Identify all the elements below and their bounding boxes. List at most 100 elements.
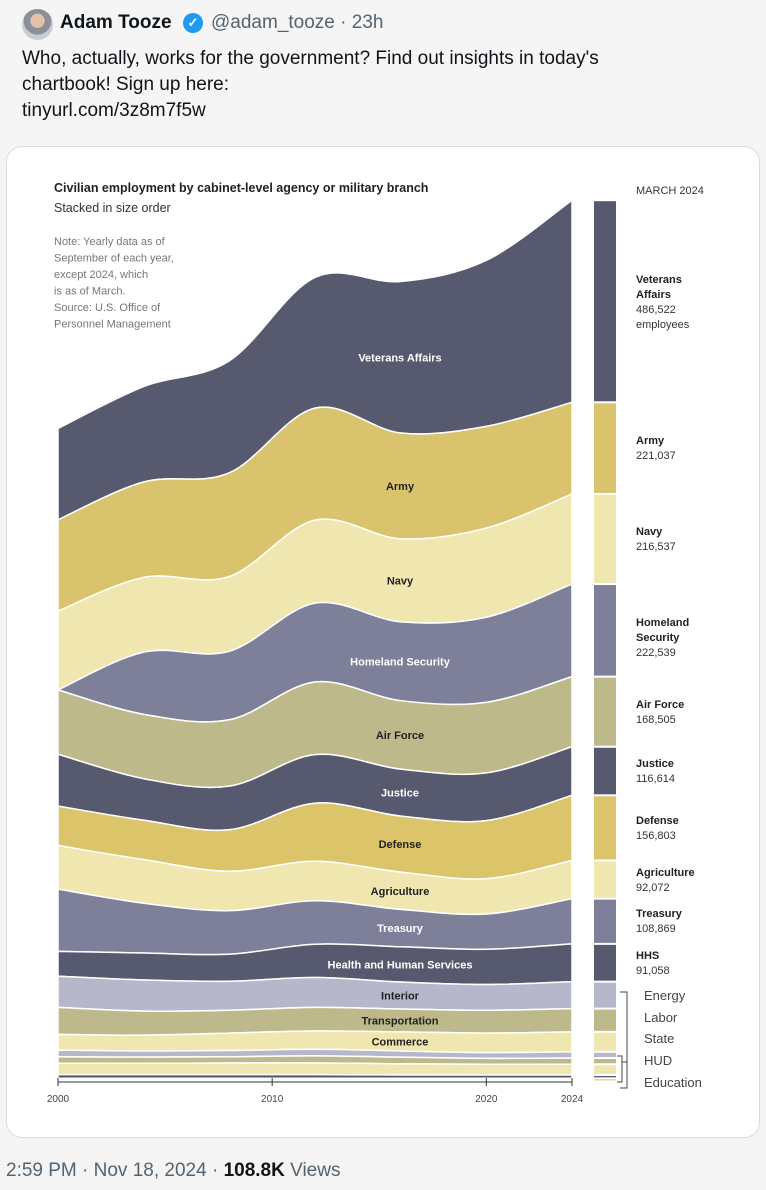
legend-bracket bbox=[617, 991, 628, 1089]
legend-swatch bbox=[594, 982, 616, 1008]
verified-badge-icon: ✓ bbox=[183, 13, 203, 33]
legend-entry: Defense 156,803 bbox=[636, 814, 679, 844]
band-label: Treasury bbox=[377, 923, 424, 935]
band-label: Air Force bbox=[376, 730, 424, 742]
legend-swatch bbox=[594, 796, 616, 860]
tweet-link[interactable]: tinyurl.com/3z8m7f5w bbox=[22, 100, 206, 121]
tweet-text: Who, actually, works for the government?… bbox=[22, 46, 742, 124]
author-name[interactable]: Adam Tooze bbox=[60, 12, 172, 33]
legend-entry: Veterans Affairs 486,522 employees bbox=[636, 273, 706, 333]
legend-legend: Justice bbox=[636, 758, 674, 771]
legend-swatch bbox=[594, 585, 616, 676]
legend-swatch bbox=[594, 1032, 616, 1051]
note-line: except 2024, which bbox=[54, 269, 148, 281]
tweet-header-area bbox=[0, 0, 766, 150]
legend-legend: Veterans Affairs bbox=[636, 274, 682, 302]
band-label: Commerce bbox=[372, 1036, 429, 1048]
legend-small-label: State bbox=[644, 1031, 675, 1046]
avatar[interactable] bbox=[22, 9, 53, 40]
legend-entry: HHS 91,058 bbox=[636, 949, 670, 979]
legend-legend: Agriculture bbox=[636, 866, 695, 879]
legend-march-2024: 486,522 bbox=[636, 304, 676, 317]
author-handle[interactable]: @adam_tooze · 23h bbox=[211, 12, 383, 34]
legend-swatch bbox=[594, 899, 616, 943]
note-line: Note: Yearly data as of bbox=[54, 236, 166, 248]
legend-small-label: Labor bbox=[644, 1010, 678, 1025]
tweet-line: chartbook! Sign up here: bbox=[22, 74, 230, 95]
note-line: Personnel Management bbox=[54, 319, 171, 331]
legend-entry: Justice 116,614 bbox=[636, 757, 675, 787]
band-label: Agriculture bbox=[371, 886, 430, 898]
legend-march-2024: 108,869 bbox=[636, 923, 676, 936]
band-label: Interior bbox=[381, 991, 420, 1003]
legend-march-2024: 221,037 bbox=[636, 450, 676, 463]
note-line: September of each year, bbox=[54, 253, 174, 265]
x-tick-label: 2000 bbox=[47, 1094, 70, 1105]
legend-header: MARCH 2024 bbox=[636, 185, 704, 197]
x-tick-label: 2024 bbox=[561, 1094, 584, 1105]
note-line: Source: U.S. Office of bbox=[54, 302, 161, 314]
chart-note: Note: Yearly data as of September of each… bbox=[54, 236, 174, 331]
legend-legend: Navy bbox=[636, 526, 663, 539]
legend-legend: Defense bbox=[636, 814, 679, 827]
legend-march-2024: 156,803 bbox=[636, 829, 676, 842]
legend-swatch bbox=[594, 1076, 616, 1078]
legend-swatch bbox=[594, 861, 616, 898]
legend-swatch bbox=[594, 747, 616, 795]
band-label: Health and Human Services bbox=[328, 959, 473, 971]
time-ago: · 23h bbox=[340, 12, 384, 33]
band-label: Transportation bbox=[361, 1015, 438, 1027]
handle-text: @adam_tooze bbox=[211, 12, 335, 33]
views-label: Views bbox=[290, 1160, 341, 1181]
legend-unit: employees bbox=[636, 319, 690, 332]
timestamp[interactable]: 2:59 PM · Nov 18, 2024 · bbox=[6, 1160, 219, 1181]
legend-entry: Air Force 168,505 bbox=[636, 698, 684, 728]
legend-march-2024: 116,614 bbox=[636, 773, 675, 786]
band-label: Homeland Security bbox=[350, 656, 451, 668]
legend-entry: Homeland Security 222,539 bbox=[636, 616, 706, 661]
legend-swatch bbox=[594, 1065, 616, 1075]
legend-swatch bbox=[594, 201, 616, 402]
band-state bbox=[57, 1062, 573, 1076]
legend-swatch bbox=[594, 677, 616, 746]
legend-march-2024: 222,539 bbox=[636, 647, 676, 660]
x-tick-label: 2020 bbox=[475, 1094, 498, 1105]
legend-swatch bbox=[594, 1079, 616, 1081]
legend-entry: Agriculture 92,072 bbox=[636, 866, 706, 896]
band-label: Veterans Affairs bbox=[358, 352, 441, 364]
legend-swatch bbox=[594, 403, 616, 494]
tweet-line: Who, actually, works for the government?… bbox=[22, 48, 599, 69]
chart-title: Civilian employment by cabinet-level age… bbox=[54, 181, 428, 195]
legend-legend: Treasury bbox=[636, 908, 682, 921]
legend-entry: Army 221,037 bbox=[636, 434, 676, 464]
legend-small-label: Energy bbox=[644, 988, 686, 1003]
x-tick-label: 2010 bbox=[261, 1094, 284, 1105]
note-line: is as of March. bbox=[54, 286, 126, 298]
legend-small-label: HUD bbox=[644, 1053, 673, 1068]
chart-subtitle: Stacked in size order bbox=[54, 201, 171, 215]
views-count: 108.8K bbox=[223, 1160, 285, 1181]
tweet-footer: 2:59 PM · Nov 18, 2024 · 108.8K Views bbox=[6, 1160, 340, 1182]
band-label: Navy bbox=[387, 575, 414, 587]
band-label: Justice bbox=[381, 788, 419, 800]
legend-small-label: Education bbox=[644, 1075, 702, 1090]
legend-swatch bbox=[594, 495, 616, 584]
legend-swatch bbox=[594, 1059, 616, 1064]
legend-march-2024: 216,537 bbox=[636, 541, 676, 554]
legend-swatch bbox=[594, 944, 616, 981]
legend-entry: Treasury 108,869 bbox=[636, 907, 682, 937]
band-label: Defense bbox=[379, 839, 422, 851]
legend-legend: Homeland Security bbox=[636, 617, 690, 645]
legend-march-2024: 92,072 bbox=[636, 881, 670, 894]
legend-entry: Navy 216,537 bbox=[636, 525, 676, 555]
legend-swatch bbox=[594, 1052, 616, 1058]
legend-legend: HHS bbox=[636, 949, 660, 962]
legend-swatch bbox=[594, 1009, 616, 1031]
legend-march-2024: 168,505 bbox=[636, 713, 676, 726]
legend-legend: Air Force bbox=[636, 698, 685, 711]
legend-legend: Army bbox=[636, 435, 665, 448]
legend-march-2024: 91,058 bbox=[636, 964, 670, 977]
band-education bbox=[57, 1077, 573, 1081]
band-label: Army bbox=[386, 481, 415, 493]
